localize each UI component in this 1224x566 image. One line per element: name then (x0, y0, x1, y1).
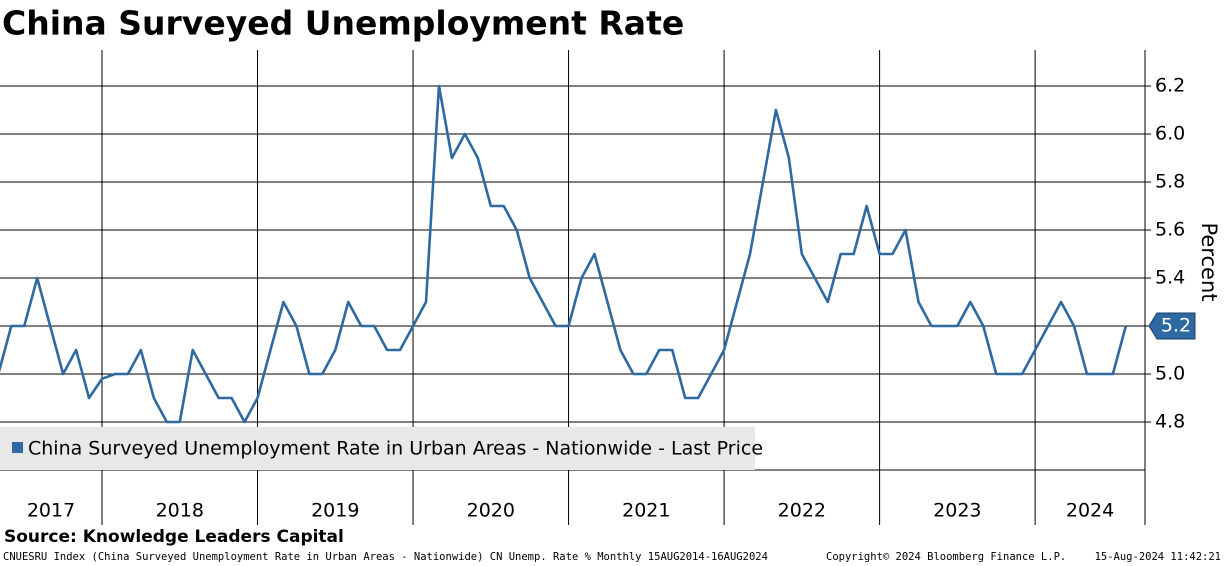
legend-label: China Surveyed Unemployment Rate in Urba… (28, 438, 763, 460)
y-tick-label: 6.0 (1155, 123, 1185, 145)
x-tick-label: 2020 (467, 500, 515, 522)
y-tick-label: 5.8 (1155, 171, 1185, 193)
x-tick-label: 2017 (27, 500, 75, 522)
x-tick-label: 2022 (778, 500, 826, 522)
y-tick-label: 5.4 (1155, 267, 1185, 289)
legend-box (0, 427, 755, 470)
x-tick-label: 2024 (1066, 500, 1114, 522)
y-tick-label: 5.0 (1155, 363, 1185, 385)
timestamp: 15-Aug-2024 11:42:21 (1095, 551, 1221, 563)
x-tick-label: 2021 (622, 500, 670, 522)
x-tick-label: 2018 (156, 500, 204, 522)
y-tick-label: 4.8 (1155, 411, 1185, 433)
y-axis-label: Percent (1197, 222, 1221, 301)
y-tick-label: 6.2 (1155, 75, 1185, 97)
last-value-tag (1148, 312, 1196, 340)
legend-swatch (12, 442, 23, 453)
copyright: Copyright© 2024 Bloomberg Finance L.P. (826, 551, 1066, 563)
source: Source: Knowledge Leaders Capital (4, 527, 344, 547)
line (0, 84, 1128, 424)
footer: CNUESRU Index (China Surveyed Unemployme… (3, 551, 768, 563)
y-tick-label: 5.6 (1155, 219, 1185, 241)
x-tick-label: 2019 (311, 500, 359, 522)
x-tick-label: 2023 (933, 500, 981, 522)
last-value-label: 5.2 (1161, 315, 1191, 337)
chart-title: China Surveyed Unemployment Rate (2, 4, 684, 43)
